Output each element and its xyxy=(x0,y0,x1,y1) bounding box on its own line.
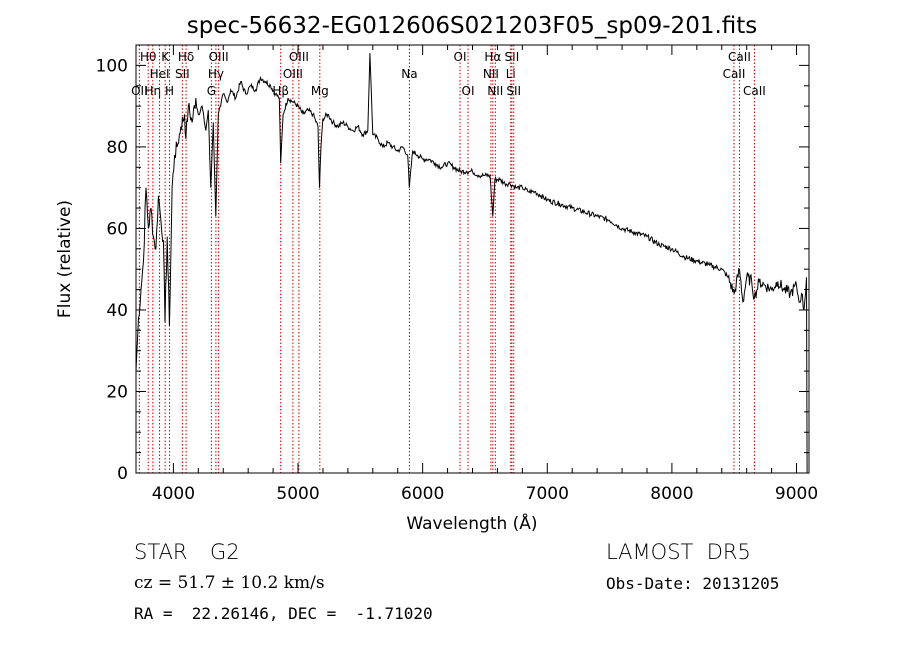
line-label: HeI xyxy=(150,67,170,81)
line-label: CaII xyxy=(723,67,746,81)
object-class: STAR xyxy=(134,540,188,564)
line-label: Li xyxy=(506,67,516,81)
line-label: OII xyxy=(131,84,148,98)
line-label: Na xyxy=(401,67,417,81)
chart-title: spec-56632-EG012606S021203F05_sp09-201.f… xyxy=(187,13,758,39)
line-label: Mg xyxy=(311,84,329,98)
line-label: Hθ xyxy=(140,50,156,64)
spectral-line-markers: OIIHθHηHeIKHSIIHδGHγOIIIHβOIIIOIIIMgNaOI… xyxy=(131,45,766,473)
spectrum-line xyxy=(135,53,808,474)
spectrum-series xyxy=(135,53,808,474)
line-label: SII xyxy=(506,84,521,98)
line-label: CaII xyxy=(743,84,766,98)
y-tick-label: 40 xyxy=(106,301,128,321)
x-tick-label: 4000 xyxy=(152,484,195,504)
object-subclass: G2 xyxy=(210,540,240,564)
line-label: G xyxy=(207,84,216,98)
line-label: SII xyxy=(505,50,520,64)
line-label: OI xyxy=(454,50,467,64)
y-tick-label: 20 xyxy=(106,382,128,402)
observation-date: Obs-Date: 20131205 xyxy=(606,574,780,593)
line-label: Hδ xyxy=(178,50,194,64)
line-label: OIII xyxy=(283,67,303,81)
line-label: NII xyxy=(487,84,503,98)
line-label: SII xyxy=(175,67,190,81)
redshift-velocity: cz = 51.7 ± 10.2 km/s xyxy=(134,573,325,593)
axes: 4000 5000 6000 7000 8000 9000 0 20 40 60 80 100 xyxy=(96,45,818,504)
coordinates: RA = 22.26146, DEC = -1.71020 xyxy=(134,604,433,623)
line-label: NII xyxy=(483,67,499,81)
line-label: Hη xyxy=(145,84,162,98)
x-tick-label: 8000 xyxy=(650,484,693,504)
line-label: Hα xyxy=(484,50,501,64)
y-tick-label: 0 xyxy=(117,464,128,484)
line-label: CaII xyxy=(728,50,751,64)
x-tick-label: 5000 xyxy=(276,484,319,504)
y-axis-label: Flux (relative) xyxy=(55,200,75,318)
line-label: OI xyxy=(462,84,475,98)
x-tick-label: 6000 xyxy=(401,484,444,504)
survey-name: LAMOST DR5 xyxy=(606,540,751,564)
line-label: Hγ xyxy=(208,67,224,81)
plot-frame xyxy=(135,44,810,474)
y-tick-label: 60 xyxy=(106,219,128,239)
line-label: H xyxy=(165,84,174,98)
x-axis-label: Wavelength (Å) xyxy=(406,512,537,534)
x-tick-label: 9000 xyxy=(775,484,818,504)
y-tick-label: 100 xyxy=(96,56,128,76)
line-label: OIII xyxy=(289,50,309,64)
line-label: OIII xyxy=(209,50,229,64)
x-tick-label: 7000 xyxy=(526,484,569,504)
y-tick-label: 80 xyxy=(106,138,128,158)
line-label: K xyxy=(161,50,170,64)
